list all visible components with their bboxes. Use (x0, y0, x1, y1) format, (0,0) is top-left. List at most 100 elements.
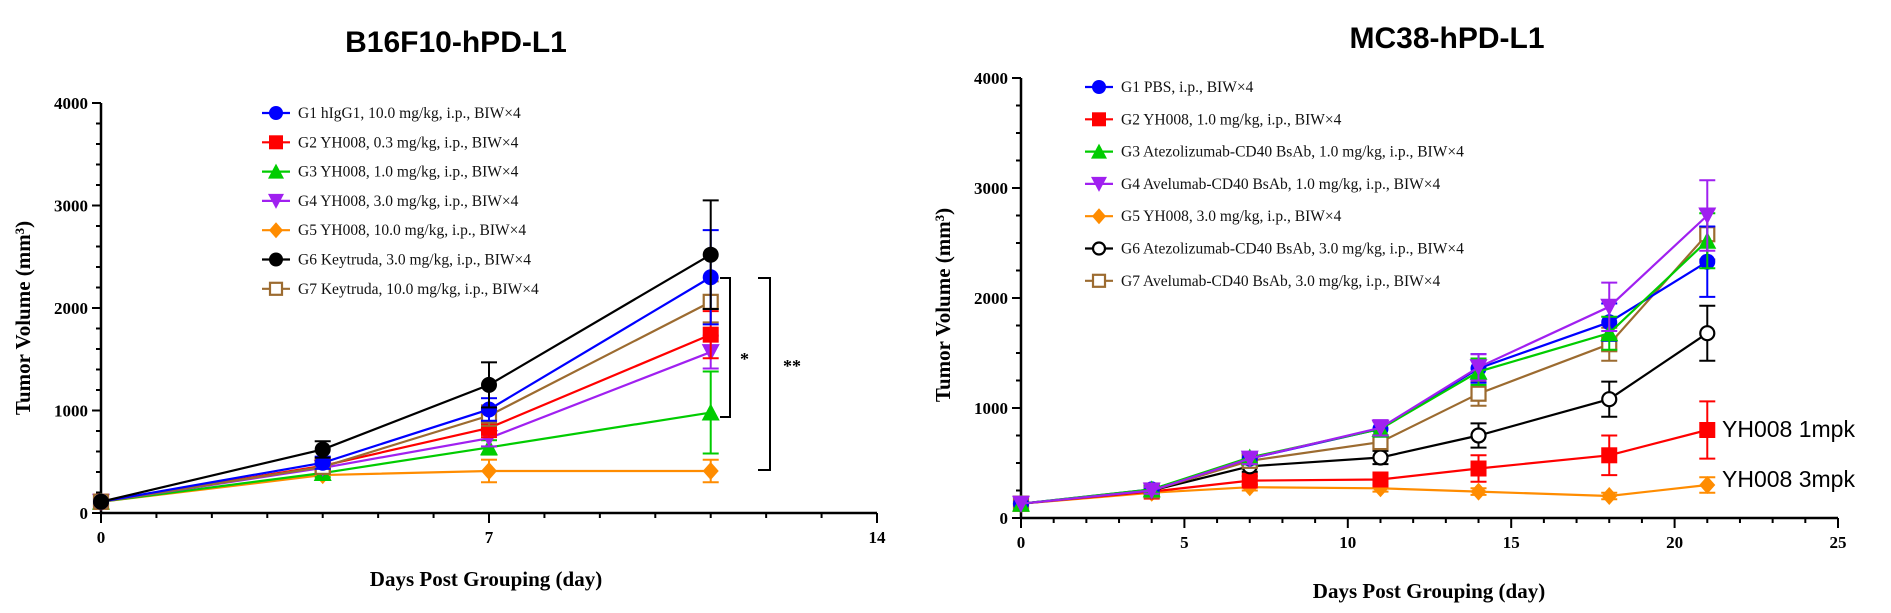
marker-shape (481, 376, 497, 393)
data-point (314, 454, 331, 471)
marker-shape (1601, 487, 1618, 505)
marker-shape (1470, 460, 1487, 477)
data-point (1470, 482, 1487, 501)
legend-item-g2: G2 YH008, 0.3 mg/kg, i.p., BIW×4 (262, 134, 519, 151)
legend-marker (1091, 273, 1107, 288)
legend-item-g3: G3 YH008, 1.0 mg/kg, i.p., BIW×4 (262, 163, 519, 181)
x-tick-label: 25 (1830, 533, 1847, 552)
significance-double-star: ** (783, 356, 801, 376)
data-point (1469, 359, 1488, 377)
data-point (1012, 495, 1030, 513)
legend-item-g3: G3 Atezolizumab-CD40 BsAb, 1.0 mg/kg, i.… (1085, 143, 1464, 161)
y-tick-label: 2000 (54, 299, 88, 318)
legend-item-g5: G5 YH008, 3.0 mg/kg, i.p., BIW×4 (1085, 208, 1342, 225)
y-tick-label: 0 (1000, 509, 1009, 528)
marker-shape (1092, 208, 1106, 225)
data-point (1372, 449, 1389, 466)
legend-label: G3 Atezolizumab-CD40 BsAb, 1.0 mg/kg, i.… (1121, 144, 1464, 161)
legend-item-g6: G6 Atezolizumab-CD40 BsAb, 3.0 mg/kg, i.… (1085, 241, 1464, 258)
marker-shape (1469, 359, 1488, 377)
legend-item-g5: G5 YH008, 10.0 mg/kg, i.p., BIW×4 (262, 222, 526, 239)
marker-shape (1091, 241, 1107, 256)
legend-label: G5 YH008, 3.0 mg/kg, i.p., BIW×4 (1121, 208, 1342, 225)
data-point (702, 461, 719, 480)
legend-label: G1 hIgG1, 10.0 mg/kg, i.p., BIW×4 (298, 105, 521, 122)
marker-shape (1699, 476, 1716, 494)
data-point (1600, 298, 1619, 316)
legend-label: G6 Keytruda, 3.0 mg/kg, i.p., BIW×4 (298, 252, 531, 269)
legend-label: G2 YH008, 0.3 mg/kg, i.p., BIW×4 (298, 134, 519, 151)
legend-label: G5 YH008, 10.0 mg/kg, i.p., BIW×4 (298, 222, 526, 239)
legend-item-g2: G2 YH008, 1.0 mg/kg, i.p., BIW×4 (1085, 111, 1342, 128)
significance-single-star: * (740, 349, 749, 369)
y-tick-label: 0 (80, 504, 89, 523)
marker-shape (1240, 450, 1259, 468)
marker-shape (1091, 273, 1107, 288)
data-point (481, 401, 497, 418)
legend-label: G3 YH008, 1.0 mg/kg, i.p., BIW×4 (298, 164, 519, 181)
legend-label: G7 Keytruda, 10.0 mg/kg, i.p., BIW×4 (298, 281, 539, 298)
x-tick-label: 15 (1503, 533, 1520, 552)
x-tick-label: 0 (97, 528, 106, 547)
data-point (481, 461, 497, 480)
legend-item-g1: G1 hIgG1, 10.0 mg/kg, i.p., BIW×4 (262, 105, 521, 122)
bracket-single (720, 277, 731, 418)
marker-shape (1601, 391, 1618, 408)
axes: 0 1000 2000 3000 4000 0 5 10 15 20 25 (974, 69, 1847, 552)
legend: G1 PBS, i.p., BIW×4 G2 YH008, 1.0 mg/kg, … (1085, 79, 1464, 290)
data-point (701, 403, 720, 421)
data-point (1601, 391, 1618, 408)
marker-shape (1371, 419, 1390, 437)
y-axis-title: Tumor Volume (mm³) (931, 208, 955, 402)
x-tick-label: 14 (869, 528, 887, 547)
marker-shape (1698, 207, 1717, 225)
marker-shape (269, 106, 283, 120)
marker-shape (1699, 422, 1716, 438)
chart-title: B16F10-hPD-L1 (345, 26, 567, 59)
data-point (481, 376, 497, 393)
marker-shape (702, 461, 719, 480)
marker-shape (1600, 298, 1619, 316)
legend-marker (269, 135, 283, 150)
marker-shape (1601, 447, 1618, 464)
marker-shape (481, 419, 497, 436)
axes: 0 1000 2000 3000 4000 0 7 14 (54, 94, 886, 547)
legend-item-g1: G1 PBS, i.p., BIW×4 (1085, 79, 1254, 96)
legend-label: G6 Atezolizumab-CD40 BsAb, 3.0 mg/kg, i.… (1121, 241, 1464, 258)
marker-shape (1470, 482, 1487, 501)
data-point (1470, 427, 1487, 444)
annotation-yh008-3mpk: YH008 3mpk (1722, 466, 1855, 492)
chart-title: MC38-hPD-L1 (1349, 22, 1544, 55)
marker-shape (314, 454, 331, 471)
marker-shape (481, 401, 497, 418)
legend-marker (1091, 241, 1107, 256)
legend-marker (269, 222, 283, 239)
marker-shape (314, 441, 331, 458)
series-group (1012, 179, 1717, 513)
legend-item-g4: G4 YH008, 3.0 mg/kg, i.p., BIW×4 (262, 193, 519, 210)
legend: G1 hIgG1, 10.0 mg/kg, i.p., BIW×4 G2 YH00… (262, 105, 539, 298)
x-tick-label: 0 (1017, 533, 1026, 552)
b16f10-chart: B16F10-hPD-L1 Days Post Grouping (day) T… (11, 26, 886, 591)
marker-shape (1142, 482, 1161, 500)
y-tick-label: 4000 (54, 94, 88, 113)
data-point (1600, 324, 1619, 342)
data-point (1371, 419, 1390, 437)
data-point (1699, 325, 1716, 342)
b16f10-series-g2 (93, 310, 719, 510)
marker-shape (1372, 471, 1389, 488)
data-point (1601, 487, 1618, 505)
marker-shape (268, 163, 284, 179)
y-tick-label: 2000 (974, 289, 1008, 308)
data-point (1241, 472, 1258, 489)
data-point (1240, 450, 1259, 468)
legend-label: G4 YH008, 3.0 mg/kg, i.p., BIW×4 (298, 193, 519, 210)
series-line (1020, 332, 1708, 505)
significance-brackets: * ** (720, 277, 801, 471)
marker-shape (1092, 80, 1106, 94)
data-point (314, 441, 331, 458)
marker-shape (268, 281, 284, 296)
series-line (100, 300, 712, 503)
marker-shape (701, 403, 720, 421)
marker-shape (269, 135, 283, 150)
